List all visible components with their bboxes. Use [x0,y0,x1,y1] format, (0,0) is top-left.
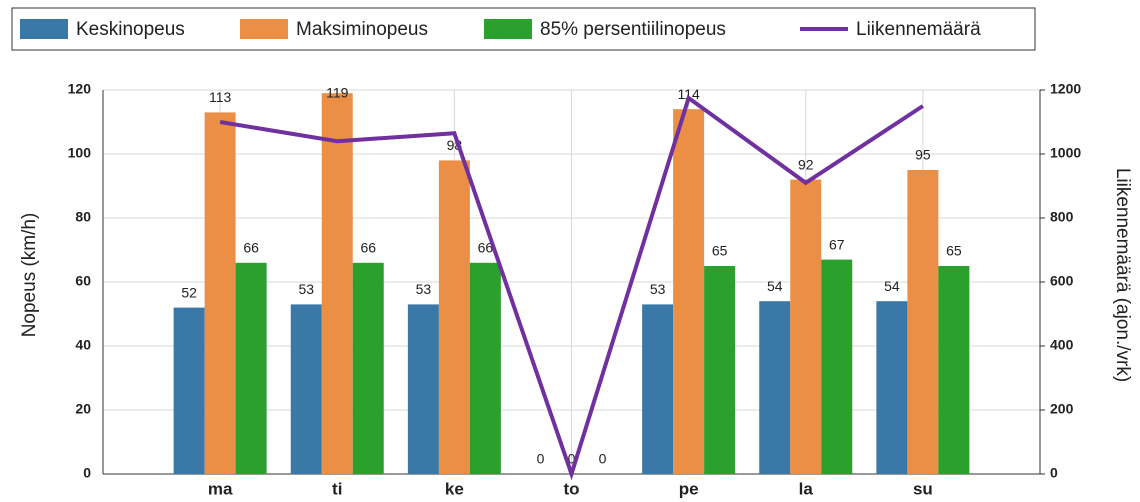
x-tick-label: ma [208,479,233,498]
legend-swatch [484,19,532,39]
y-tick-label: 0 [83,465,91,481]
data-label: 67 [829,236,845,252]
bar [821,259,853,474]
y2-axis-title: Liikennemäärä (ajon./vrk) [1112,168,1133,382]
data-label: 95 [915,147,931,163]
legend-label: Maksiminopeus [296,19,428,40]
y2-tick-label: 800 [1050,209,1074,225]
bar [938,266,970,474]
bar [907,170,939,474]
legend: Keskinopeus Maksiminopeus 85% persentiilin… [20,19,981,40]
bar [759,301,791,474]
data-label: 0 [599,451,607,467]
line [219,94,924,481]
y-tick-label: 20 [75,401,91,417]
bar [321,93,353,474]
bar [204,112,236,475]
data-label: 66 [360,240,376,256]
legend-swatch [240,19,288,39]
x-tick-label: pe [679,479,699,498]
bar [790,179,822,474]
data-label: 53 [416,281,432,297]
data-label: 113 [209,89,232,105]
data-label: 53 [650,281,666,297]
bar [235,262,267,474]
y-tick-label: 40 [75,337,91,353]
data-label: 66 [243,240,259,256]
x-tick-label: to [563,479,579,498]
y-axis-title: Nopeus (km/h) [19,213,40,338]
data-label: 0 [568,451,576,467]
y2-tick-label: 1000 [1050,145,1081,161]
bar [876,301,908,474]
bar [438,160,470,474]
bar [352,262,384,474]
y2-tick-label: 0 [1050,465,1058,481]
data-label: 92 [798,156,814,172]
y-tick-label: 80 [75,209,91,225]
legend-swatch [20,19,68,39]
bar [173,307,205,474]
legend-label: Keskinopeus [76,19,185,40]
y2-tick-label: 400 [1050,337,1074,353]
bar [407,304,439,474]
data-label: 65 [712,243,728,259]
data-label: 114 [677,86,700,102]
y2-tick-label: 200 [1050,401,1074,417]
data-label: 65 [946,243,962,259]
data-label: 54 [767,278,783,294]
bar [290,304,322,474]
data-label: 66 [478,240,494,256]
y2-tick-label: 600 [1050,273,1074,289]
y-tick-label: 60 [75,273,91,289]
y2-tick-label: 1200 [1050,81,1081,97]
bar [704,266,736,474]
data-label: 119 [326,85,349,101]
x-tick-label: ti [332,479,342,498]
y-tick-label: 120 [68,81,92,97]
bar [642,304,674,474]
legend-label: Liikennemäärä [856,19,981,40]
bar [673,109,705,474]
data-label: 0 [537,451,545,467]
x-tick-label: su [913,479,933,498]
data-label: 54 [884,278,900,294]
data-label: 52 [181,284,197,300]
x-tick-label: ke [445,479,464,498]
x-tick-label: la [799,479,814,498]
y-tick-label: 100 [68,145,92,161]
data-label: 53 [298,281,314,297]
legend-label: 85% persentiilinopeus [540,19,726,40]
bar [469,262,501,474]
